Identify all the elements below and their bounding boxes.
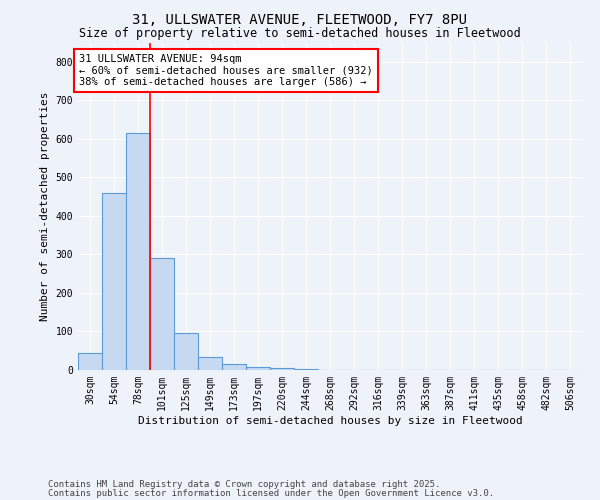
Bar: [150, 258, 174, 370]
Bar: [102, 193, 126, 370]
Bar: [174, 334, 198, 370]
Bar: [270, 368, 294, 370]
Y-axis label: Number of semi-detached properties: Number of semi-detached properties: [40, 92, 50, 321]
Bar: [78, 352, 102, 370]
Text: 31 ULLSWATER AVENUE: 94sqm
← 60% of semi-detached houses are smaller (932)
38% o: 31 ULLSWATER AVENUE: 94sqm ← 60% of semi…: [79, 54, 373, 88]
X-axis label: Distribution of semi-detached houses by size in Fleetwood: Distribution of semi-detached houses by …: [137, 416, 523, 426]
Bar: [246, 367, 270, 370]
Text: Contains HM Land Registry data © Crown copyright and database right 2025.: Contains HM Land Registry data © Crown c…: [48, 480, 440, 489]
Bar: [222, 364, 246, 370]
Text: Contains public sector information licensed under the Open Government Licence v3: Contains public sector information licen…: [48, 488, 494, 498]
Bar: [198, 356, 222, 370]
Bar: [294, 369, 318, 370]
Text: Size of property relative to semi-detached houses in Fleetwood: Size of property relative to semi-detach…: [79, 28, 521, 40]
Bar: [126, 133, 150, 370]
Text: 31, ULLSWATER AVENUE, FLEETWOOD, FY7 8PU: 31, ULLSWATER AVENUE, FLEETWOOD, FY7 8PU: [133, 12, 467, 26]
